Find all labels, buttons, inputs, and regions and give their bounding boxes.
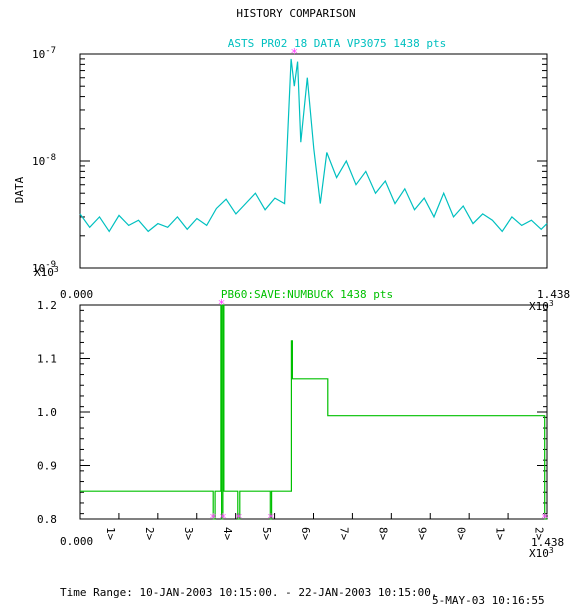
top-y-axis-label: DATA	[13, 176, 26, 203]
bottom-y-tick-label: 1.2	[37, 299, 57, 312]
bottom-x-multiplier-top: X103	[34, 265, 59, 279]
top-markers: *	[290, 47, 298, 62]
top-y-tick-label: 10-9	[32, 260, 56, 275]
bottom-x-start: 0.000	[60, 535, 93, 548]
bottom-y-tick-label: 1.0	[37, 406, 57, 419]
bottom-marker: *	[218, 298, 226, 313]
bottom-y-tick-labels: 0.8 0.9 1.0 1.1 1.2	[37, 299, 57, 526]
bottom-x-end-top: 1.438	[537, 288, 570, 301]
bottom-interval-label: 6>	[299, 527, 312, 541]
bottom-x-multiplier-top-right: X103	[529, 299, 554, 313]
bottom-interval-labels: 1> 2> 3> 4> 5> 6> 7> 8> 9> 0> 1> 2>	[104, 527, 545, 541]
bottom-x-multiplier: X103	[529, 546, 554, 560]
bottom-y-tick-label: 1.1	[37, 353, 57, 366]
bottom-x-start-top: 0.000	[60, 288, 93, 301]
bottom-interval-label: 1>	[493, 527, 506, 541]
top-y-tick-label: 10-7	[32, 46, 56, 61]
bottom-chart: X103 0.000 1.438 X103 PB60:SAVE:NUMBUCK …	[34, 265, 570, 560]
top-series-line	[79, 58, 548, 233]
bottom-plot-frame	[79, 304, 548, 520]
time-range: Time Range: 10-JAN-2003 10:15:00. - 22-J…	[60, 586, 438, 599]
top-y-ticks	[80, 53, 547, 269]
bottom-marker: *	[219, 512, 227, 527]
bottom-interval-label: 7>	[338, 527, 351, 541]
top-marker: *	[290, 47, 298, 62]
bottom-interval-label: 3>	[182, 527, 195, 541]
top-chart-title: ASTS PR02 18 DATA VP3075 1438 pts	[228, 37, 447, 50]
top-y-tick-labels: 10-7 10-8 10-9	[32, 46, 56, 275]
bottom-marker: *	[541, 512, 549, 527]
bottom-interval-label: 2>	[532, 527, 545, 541]
bottom-interval-label: 0>	[455, 527, 468, 541]
timestamp: 5-MAY-03 10:16:55	[432, 594, 545, 607]
top-chart: ASTS PR02 18 DATA VP3075 1438 pts DATA 1…	[13, 37, 548, 275]
bottom-y-ticks	[80, 304, 547, 520]
bottom-interval-label: 8>	[377, 527, 390, 541]
bottom-marker: *	[267, 512, 275, 527]
bottom-interval-label: 2>	[143, 527, 156, 541]
figure-title: HISTORY COMPARISON	[236, 7, 355, 20]
bottom-marker: *	[209, 512, 217, 527]
bottom-x-end: 1.438	[531, 536, 564, 549]
bottom-markers: *** * * *	[209, 298, 548, 527]
bottom-interval-label: 5>	[260, 527, 273, 541]
top-y-tick-label: 10-8	[32, 153, 56, 168]
bottom-y-tick-label: 0.9	[37, 460, 57, 473]
bottom-series-line	[80, 304, 547, 520]
bottom-interval-label: 9>	[416, 527, 429, 541]
bottom-y-tick-label: 0.8	[37, 513, 57, 526]
bottom-x-ticks	[79, 513, 548, 519]
bottom-chart-title: PB60:SAVE:NUMBUCK 1438 pts	[221, 288, 393, 301]
top-plot-frame	[79, 53, 548, 269]
bottom-interval-label: 4>	[221, 527, 234, 541]
bottom-interval-label: 1>	[104, 527, 117, 541]
bottom-marker: *	[235, 512, 243, 527]
